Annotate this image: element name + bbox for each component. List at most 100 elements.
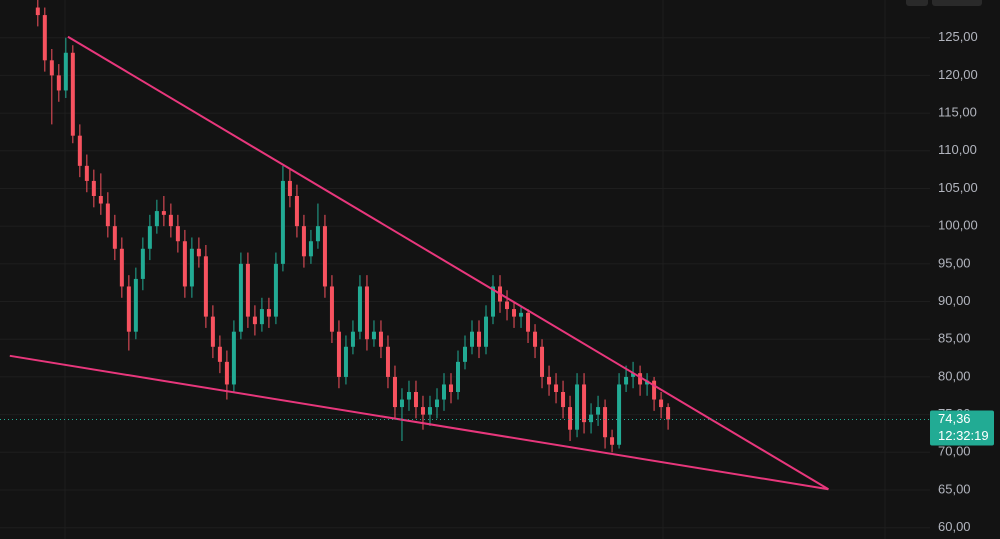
candle-body [238, 263, 243, 332]
candle-body [308, 241, 313, 257]
candle-body [470, 331, 475, 347]
candle-body [98, 196, 103, 204]
candle-body [252, 316, 257, 325]
candle-body [385, 346, 390, 377]
candle-body [582, 384, 587, 423]
candle-body [512, 309, 517, 317]
candle-body [70, 52, 75, 136]
trendline [9, 354, 829, 491]
y-tick-label: 115,00 [938, 105, 977, 120]
candle-body [105, 203, 110, 227]
candle-body [477, 331, 482, 347]
candle-body [280, 180, 285, 264]
candle-body [631, 373, 636, 377]
last-price-label: 74,36 [938, 411, 971, 426]
candle-body [434, 399, 439, 408]
candle-body [589, 414, 594, 423]
candle-body [49, 60, 54, 76]
candle-body [315, 226, 320, 242]
candle-body [350, 331, 355, 347]
candle-body [666, 407, 671, 420]
candle-body [617, 384, 622, 445]
candle-body [645, 380, 650, 385]
candle-body [322, 226, 327, 287]
candle-body [519, 312, 524, 317]
candle-body [56, 75, 61, 91]
candle-body [427, 407, 432, 415]
trendline [67, 35, 829, 491]
candle-body [484, 316, 489, 347]
y-tick-label: 105,00 [938, 180, 978, 195]
candle-body [554, 384, 559, 392]
y-tick-label: 85,00 [938, 331, 971, 346]
y-tick-label: 95,00 [938, 255, 971, 270]
y-tick-label: 65,00 [938, 481, 971, 496]
candle-body [575, 384, 580, 430]
candle-body [652, 380, 657, 400]
candle-body [287, 180, 292, 196]
candle-body [210, 316, 215, 347]
candle-body [505, 301, 510, 310]
candle-body [603, 407, 608, 438]
candle-body [266, 309, 271, 317]
candle-body [84, 165, 89, 181]
candle-body [392, 376, 397, 408]
candle-body [140, 248, 145, 279]
candle-body [217, 346, 222, 362]
candle-body [203, 256, 208, 317]
candle-body [294, 196, 299, 227]
candle-body [168, 214, 173, 227]
candle-body [329, 286, 334, 332]
candle-body [533, 331, 538, 347]
candle-body [547, 376, 552, 385]
candle-body [126, 286, 131, 332]
candle-body [301, 226, 306, 257]
candle-body [112, 226, 117, 249]
candle-body [35, 7, 40, 16]
candle-body [91, 180, 96, 196]
candle-body [448, 384, 453, 392]
candle-body [147, 226, 152, 249]
candle-body [463, 346, 467, 362]
candle-body [561, 392, 566, 408]
candle-body [638, 373, 643, 385]
last-price-tag [930, 410, 994, 446]
candle-body [413, 392, 418, 408]
candle-body [420, 407, 425, 415]
candle-body [596, 407, 601, 415]
candle-body [182, 241, 187, 287]
y-tick-label: 80,00 [938, 368, 971, 383]
y-tick-label: 60,00 [938, 519, 971, 534]
candle-body [133, 278, 138, 332]
candle-body [406, 392, 411, 400]
candle-body [231, 331, 236, 385]
candle-body [378, 331, 383, 347]
candle-body [77, 135, 82, 166]
candle-body [63, 52, 68, 91]
toolbar-button[interactable] [906, 0, 928, 6]
toolbar-button[interactable] [932, 0, 982, 6]
candle-body [455, 361, 460, 392]
candle-body [357, 286, 362, 332]
candle-body [364, 286, 369, 340]
candle-body [336, 331, 341, 377]
candle-body [119, 248, 124, 287]
candle-body [371, 331, 376, 340]
candle-body [42, 15, 47, 61]
candle-body [196, 248, 201, 257]
candle-body [491, 286, 496, 317]
y-tick-label: 90,00 [938, 293, 971, 308]
price-axis [930, 0, 1000, 539]
candle-body [610, 437, 615, 445]
y-tick-label: 100,00 [938, 218, 978, 233]
candle-body [161, 211, 166, 215]
candle-body [568, 407, 573, 430]
candle-body [224, 361, 229, 385]
y-tick-label: 70,00 [938, 444, 971, 459]
candle-body [441, 384, 446, 400]
candle-body [399, 399, 404, 408]
candle-body [154, 211, 159, 227]
candle-body [659, 399, 664, 408]
